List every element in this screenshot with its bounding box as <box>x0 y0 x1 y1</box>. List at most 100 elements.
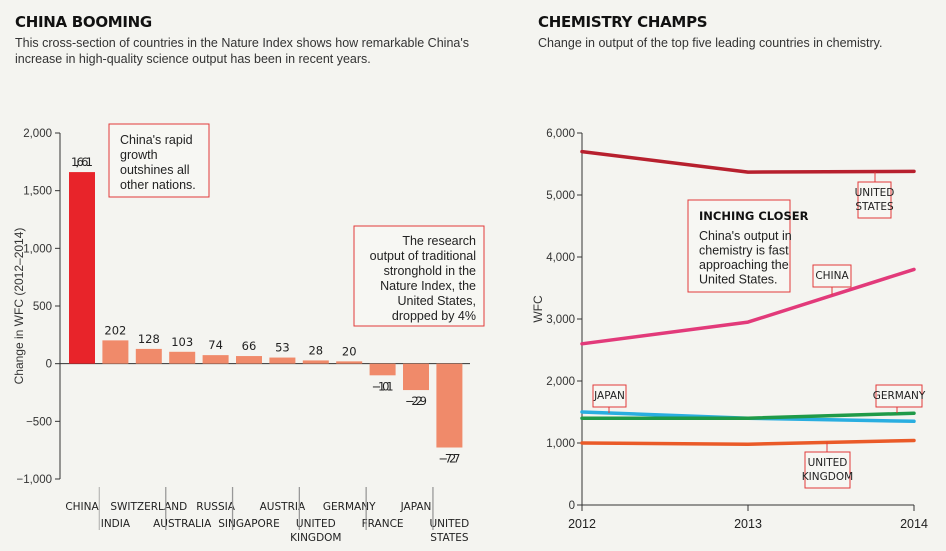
bar-united-kingdom <box>302 360 329 364</box>
line-y-tick-label: 5,000 <box>546 190 575 202</box>
line-x-tick-label: 2012 <box>568 517 596 531</box>
series-label-box <box>875 384 923 408</box>
annotation-china-box <box>108 123 210 198</box>
series-label-text: STATES <box>855 201 894 213</box>
bar-category-label: JAPAN <box>400 501 432 513</box>
bar-value-label: 74 <box>208 338 223 352</box>
callout-text: chemistry is fast <box>699 244 789 258</box>
bar-category-label: RUSSIA <box>196 501 235 513</box>
bar-value-label: −229 <box>405 394 427 408</box>
bar-y-tick-label: 1,000 <box>23 243 52 255</box>
bar-category-label: INDIA <box>101 518 131 530</box>
line-y-axis-label: WFC <box>531 295 545 323</box>
bar-austria <box>269 357 296 364</box>
right-chart-subtitle: Change in output of the top five leading… <box>538 36 883 50</box>
bar-category-label: UNITED <box>430 518 470 530</box>
bar-category-label: KINGDOM <box>290 532 341 544</box>
bar-value-label: 53 <box>275 341 290 355</box>
callout-box <box>687 199 791 293</box>
bar-chart: −1,000 −500 0 500 1,000 1,500 2,000 Change in W… <box>12 123 485 544</box>
line-x-tick-label: 2014 <box>900 517 928 531</box>
bar-y-tick-label: 2,000 <box>23 128 52 140</box>
bar-category-label: UNITED <box>296 518 336 530</box>
bar-switzerland <box>135 348 162 364</box>
right-chart-title: CHEMISTRY CHAMPS <box>538 13 708 31</box>
bar-united-states <box>436 363 463 448</box>
bar-y-tick-label: −1,000 <box>17 474 53 486</box>
bar-category-label: GERMANY <box>323 501 376 513</box>
series-label-box <box>804 451 851 489</box>
bar-y-tick-label: 0 <box>46 359 52 371</box>
line-y-tick-label: 3,000 <box>546 314 575 326</box>
annotation-us-text: dropped by 4% <box>392 309 476 323</box>
bar-value-label: 28 <box>308 343 323 357</box>
bar-japan <box>403 363 429 391</box>
bar-value-label: 202 <box>104 323 126 337</box>
bar-france <box>369 363 396 376</box>
series-label-box <box>592 384 627 408</box>
bar-y-tick-label: 1,500 <box>23 186 52 198</box>
bar-category-label: AUSTRALIA <box>153 518 212 530</box>
bar-category-label: FRANCE <box>362 518 404 530</box>
series-label-text: UNITED <box>855 187 895 199</box>
series-line-united-states <box>580 149 916 174</box>
callout-text: China's output in <box>699 229 792 243</box>
bar-y-axis-label: Change in WFC (2012–2014) <box>12 228 26 385</box>
series-label-box <box>857 181 892 219</box>
bar-category-label: SWITZERLAND <box>110 501 187 513</box>
annotation-us-text: Nature Index, the <box>380 279 476 293</box>
annotation-china-text: outshines all <box>120 163 190 177</box>
bar-india <box>102 340 129 364</box>
series-label-box <box>812 264 852 288</box>
callout-text: approaching the <box>699 258 789 272</box>
bar-y-tick-label: 500 <box>33 301 52 313</box>
bar-value-label: 128 <box>138 332 160 346</box>
callout-title: INCHING CLOSER <box>699 209 809 223</box>
line-x-tick-label: 2013 <box>734 517 762 531</box>
line-y-tick-label: 0 <box>569 500 575 512</box>
callout-text: United States. <box>699 273 778 287</box>
series-line-germany <box>580 411 916 420</box>
bar-value-label: 66 <box>242 339 257 353</box>
series-line-united-kingdom <box>580 438 916 446</box>
bar-singapore <box>236 356 262 364</box>
series-label-text: GERMANY <box>873 390 926 402</box>
bar-value-label: −101 <box>372 379 394 393</box>
annotation-china-text: other nations. <box>120 178 196 192</box>
annotation-china-text: China's rapid <box>120 133 193 147</box>
line-y-tick-label: 4,000 <box>546 252 575 264</box>
bar-value-label: 20 <box>342 344 357 358</box>
series-label-text: JAPAN <box>593 390 625 402</box>
annotation-us-text: output of traditional <box>370 249 476 263</box>
annotation-us-text: United States, <box>397 294 476 308</box>
annotation-us-text: The research <box>402 234 476 248</box>
bar-germany <box>336 361 363 364</box>
series-label-text: CHINA <box>815 270 849 282</box>
annotation-us-box <box>353 225 485 327</box>
bar-value-label: 1,661 <box>71 155 93 169</box>
bar-y-tick-label: −500 <box>26 416 52 428</box>
annotation-us-text: stronghold in the <box>384 264 476 278</box>
left-subtitle-line-2: increase in high-quality science output … <box>15 52 371 66</box>
series-line-china <box>580 267 916 346</box>
line-y-tick-label: 6,000 <box>546 128 575 140</box>
bar-china <box>69 172 95 364</box>
bar-category-label: CHINA <box>65 501 99 513</box>
annotation-china-text: growth <box>120 148 158 162</box>
left-chart-title: CHINA BOOMING <box>15 13 152 31</box>
line-y-tick-label: 2,000 <box>546 376 575 388</box>
line-y-tick-label: 1,000 <box>546 438 575 450</box>
bar-category-label: SINGAPORE <box>218 518 279 530</box>
left-chart-subtitle: This cross-section of countries in the N… <box>15 35 469 67</box>
bar-russia <box>202 355 229 364</box>
left-subtitle-line-1: This cross-section of countries in the N… <box>15 36 469 50</box>
bar-value-label: 103 <box>171 335 193 349</box>
series-label-text: KINGDOM <box>802 471 853 483</box>
bar-category-label: AUSTRIA <box>260 501 306 513</box>
bar-australia <box>169 351 196 364</box>
series-label-text: UNITED <box>808 457 848 469</box>
bar-value-label: −727 <box>438 452 460 466</box>
bar-category-label: STATES <box>430 532 469 544</box>
line-chart: 0 1,000 2,000 3,000 4,000 5,000 6,000 WFC 2012 20… <box>531 128 928 531</box>
